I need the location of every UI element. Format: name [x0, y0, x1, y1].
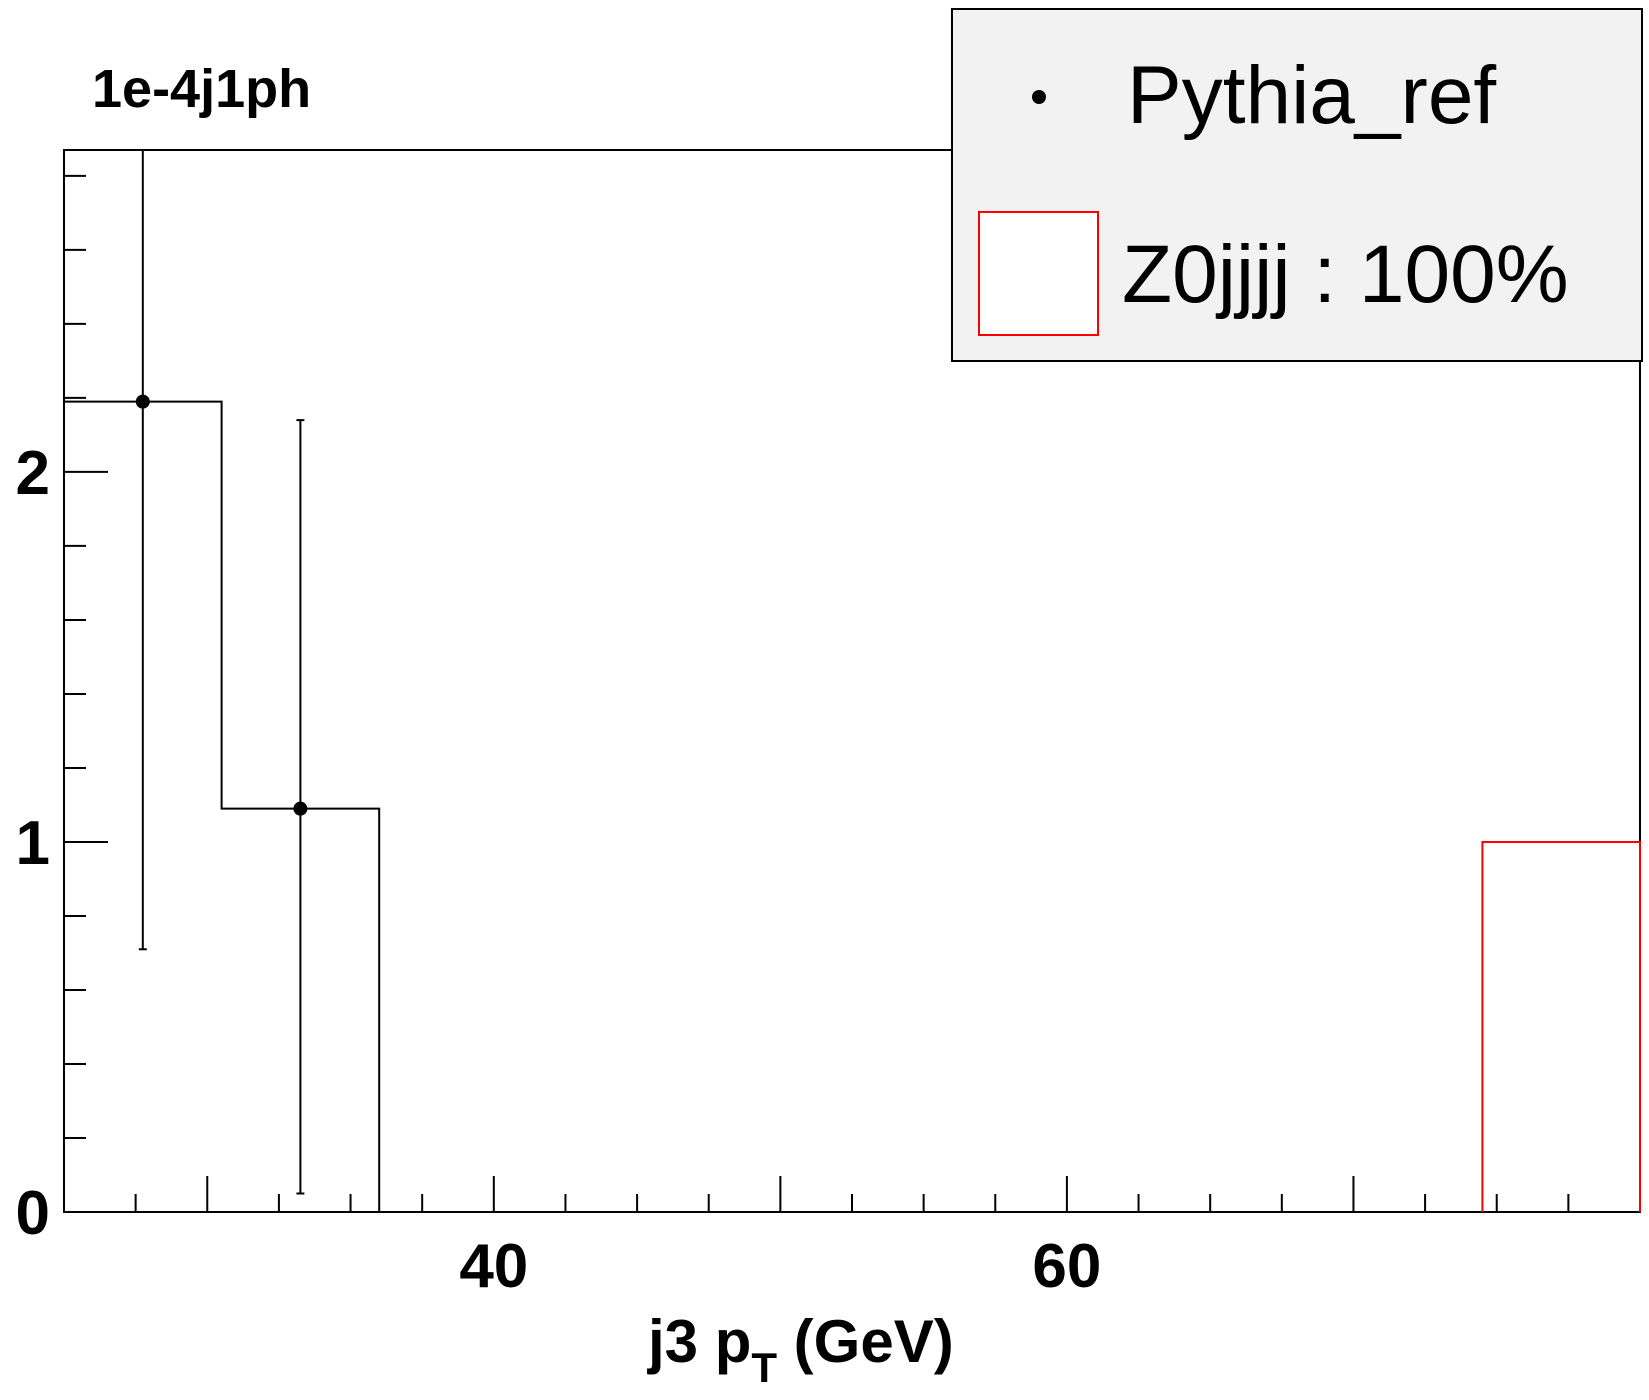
data-point: [135, 394, 150, 409]
legend-dot-marker: [1032, 90, 1046, 104]
x-axis-label-unit: (GeV): [777, 1308, 954, 1375]
chart-title: 1e-4j1ph: [92, 59, 311, 119]
x-axis-label-main: j3 p: [647, 1308, 751, 1375]
tick-labels: 0 1 2 40 60: [16, 439, 1102, 1301]
x-tick-label: 60: [1032, 1232, 1101, 1301]
y-tick-label: 2: [16, 439, 50, 508]
y-tick-label: 1: [16, 809, 50, 878]
legend-label-pythia-ref: Pythia_ref: [1127, 50, 1496, 141]
legend-box-marker: [978, 211, 1099, 336]
x-tick-label: 40: [459, 1232, 528, 1301]
data-points: [135, 149, 308, 1195]
pythia-ref-histogram: [63, 400, 381, 1212]
x-axis-label-subscript: T: [751, 1344, 777, 1391]
z0jjjj-histogram: [1481, 840, 1641, 1212]
data-point: [293, 801, 308, 816]
x-axis-label: j3 pT (GeV): [647, 1308, 954, 1391]
legend: Pythia_ref Z0jjjj : 100%: [951, 8, 1643, 362]
y-tick-label: 0: [16, 1179, 50, 1248]
legend-label-z0jjjj: Z0jjjj : 100%: [1122, 229, 1569, 320]
histogram-bars: [63, 400, 1641, 1212]
